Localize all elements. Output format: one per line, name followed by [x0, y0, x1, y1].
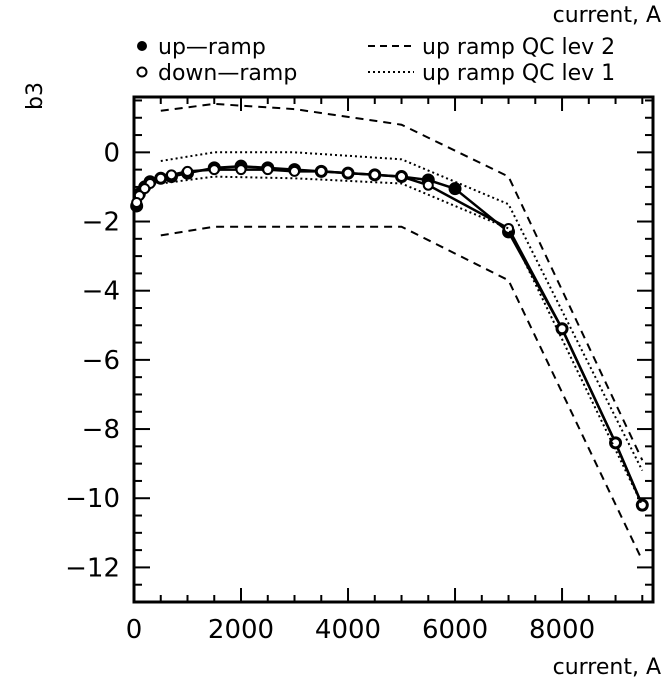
data-point-down-ramp — [289, 165, 301, 177]
y-tick-label: −4 — [82, 277, 120, 307]
x-tick-label: 6000 — [422, 615, 488, 645]
legend-label-qc-lev2: up ramp QC lev 2 — [422, 35, 615, 60]
y-tick-label: −8 — [82, 415, 120, 445]
x-tick-label: 4000 — [315, 615, 381, 645]
x-tick-label: 8000 — [529, 615, 595, 645]
x-axis-label: current, A — [553, 655, 661, 680]
data-point-down-ramp — [262, 164, 274, 176]
top-axis-caption: current, A — [553, 3, 661, 28]
legend-item-qc-lev2: up ramp QC lev 2 — [368, 35, 615, 60]
legend-item-up-ramp: up—ramp — [137, 35, 266, 60]
axis-ticks: 0 2000 4000 6000 8000 0 −2 −4 −6 −8 −10 −12 — [65, 97, 653, 645]
y-tick-label: −10 — [65, 484, 120, 514]
y-tick-label: −2 — [82, 208, 120, 238]
data-point-down-ramp — [610, 437, 622, 449]
data-point-down-ramp — [503, 222, 515, 234]
legend-label-qc-lev1: up ramp QC lev 1 — [422, 61, 615, 86]
series-line-up-ramp-qc-lev-2-band-lower — [160, 225, 644, 561]
y-axis-label: b3 — [23, 82, 48, 110]
y-tick-label: −12 — [65, 553, 120, 583]
open-circle-marker-icon — [136, 66, 148, 78]
legend-item-qc-lev1: up ramp QC lev 1 — [368, 61, 615, 86]
data-point-down-ramp — [556, 323, 568, 335]
series-line-down-ramp — [135, 168, 644, 506]
filled-circle-marker-icon — [137, 41, 147, 51]
legend-label-down-ramp: down—ramp — [158, 61, 297, 86]
data-point-down-ramp — [182, 165, 194, 177]
data-point-down-ramp — [165, 169, 177, 181]
data-point-down-ramp — [139, 183, 151, 195]
data-point-down-ramp — [396, 171, 408, 183]
y-tick-label: 0 — [103, 138, 120, 168]
data-point-down-ramp — [155, 172, 167, 184]
data-point-down-ramp — [369, 169, 381, 181]
series-layer — [130, 102, 649, 561]
plot-area-frame — [132, 95, 655, 604]
data-point-down-ramp — [422, 179, 434, 191]
x-tick-label: 2000 — [208, 615, 274, 645]
legend-label-up-ramp: up—ramp — [158, 35, 266, 60]
data-point-down-ramp — [315, 165, 327, 177]
data-point-down-ramp — [131, 196, 143, 208]
series-line-up-ramp-qc-lev-1-band-upper — [160, 151, 644, 472]
data-point-down-ramp — [636, 499, 648, 511]
legend: up—ramp down—ramp up ramp QC lev 2 up ra… — [136, 35, 615, 86]
y-tick-label: −6 — [82, 346, 120, 376]
x-tick-label: 0 — [126, 615, 143, 645]
data-point-up-ramp — [448, 182, 462, 196]
legend-item-down-ramp: down—ramp — [136, 61, 297, 86]
data-point-down-ramp — [342, 167, 354, 179]
data-point-down-ramp — [208, 164, 220, 176]
data-point-down-ramp — [235, 164, 247, 176]
series-line-up-ramp-qc-lev-2-band-upper — [160, 102, 644, 461]
